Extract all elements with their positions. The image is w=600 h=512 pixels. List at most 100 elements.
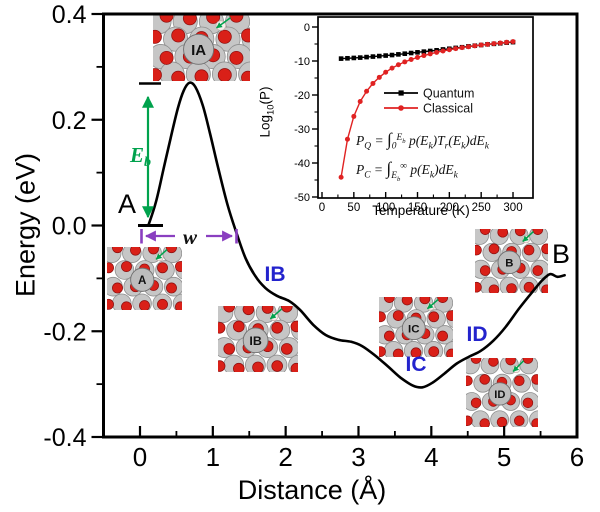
- oxygen-atom: [419, 297, 431, 305]
- oxygen-atom: [470, 358, 482, 364]
- energy-curve-layer: [147, 81, 566, 389]
- quantum-marker: [357, 55, 363, 60]
- classical-marker: [376, 74, 382, 80]
- oxygen-atom: [523, 281, 535, 293]
- inset-y-tick-label: -40: [294, 158, 310, 170]
- classical-marker: [383, 69, 389, 75]
- oxygen-atom: [428, 311, 440, 323]
- oxygen-atom: [532, 265, 544, 276]
- oxygen-atom: [159, 15, 174, 23]
- classical-marker: [478, 42, 484, 48]
- oxygen-atom: [479, 229, 491, 235]
- quantum-marker: [389, 52, 395, 58]
- silver-atom: [288, 354, 298, 372]
- tile-site-label: IA: [191, 42, 206, 59]
- oxygen-atom: [107, 298, 114, 310]
- oxygen-atom: [455, 295, 465, 305]
- oxygen-atom: [479, 418, 490, 427]
- labeled-site-atom: [401, 316, 426, 341]
- x-tick-label: 3: [351, 442, 365, 472]
- inset-x-axis-title: Temperature (K): [372, 203, 470, 218]
- labeled-site-atom: [488, 382, 512, 406]
- oxygen-atom: [479, 374, 490, 385]
- classical-marker: [415, 54, 421, 60]
- oxygen-atom: [271, 360, 283, 372]
- oxygen-atom: [383, 330, 395, 342]
- classical-marker: [497, 40, 503, 46]
- oxygen-atom: [496, 416, 508, 427]
- oxygen-atom: [153, 68, 162, 81]
- x-tick-label: 2: [278, 442, 292, 472]
- inset-y-tick-label: -50: [294, 192, 310, 204]
- y-tick-label: 0.2: [52, 107, 87, 135]
- oxygen-atom: [523, 244, 535, 256]
- x-tick-label: 1: [206, 442, 220, 472]
- oxygen-atom: [229, 50, 244, 65]
- classical-marker: [510, 39, 516, 45]
- oxygen-atom: [488, 284, 500, 293]
- silver-atom: [172, 293, 182, 310]
- oxygen-atom: [148, 247, 159, 255]
- oxygen-atom: [488, 243, 500, 255]
- oxygen-atom: [531, 374, 538, 385]
- structure-tile-IB: IB: [218, 306, 298, 372]
- classical-marker: [472, 43, 478, 49]
- diffusion-direction-arrow: [522, 231, 534, 243]
- oxygen-atom: [466, 415, 473, 427]
- structure-thumbnails-layer: IA A IB IC ID B: [107, 15, 548, 427]
- quantum-marker: [370, 54, 376, 59]
- classical-marker: [408, 56, 414, 62]
- oxygen-atom: [479, 265, 491, 276]
- oxygen-atom: [182, 15, 197, 26]
- site-label-ID: ID: [467, 323, 488, 346]
- oxygen-atom: [184, 282, 194, 292]
- structure-tile-ID: ID: [466, 358, 538, 427]
- site-label-A: A: [118, 189, 136, 219]
- oxygen-atom: [290, 320, 298, 333]
- diffusion-direction-arrow: [155, 248, 168, 260]
- classical-marker: [491, 41, 497, 47]
- oxygen-atom: [153, 29, 162, 44]
- classical-marker: [351, 113, 357, 119]
- inset-x-tick-label: 300: [503, 202, 522, 214]
- classical-marker: [395, 62, 401, 68]
- oxygen-atom: [217, 29, 232, 44]
- oxygen-atom: [223, 343, 235, 355]
- classical-marker: [459, 45, 465, 51]
- oxygen-atom: [159, 50, 174, 65]
- structure-tile-A: A: [107, 247, 194, 310]
- oxygen-atom: [392, 310, 404, 321]
- legend-square-marker: [398, 90, 404, 96]
- oxygen-atom: [157, 262, 168, 274]
- silver-atom: [379, 297, 394, 313]
- tile-site-label: IC: [408, 323, 419, 335]
- oxygen-atom: [514, 229, 526, 237]
- quantum-marker: [377, 53, 382, 59]
- y-tick-label: 0.4: [52, 1, 87, 29]
- oxygen-atom: [241, 70, 250, 81]
- oxygen-atom: [531, 418, 538, 427]
- oxygen-atom: [121, 261, 132, 272]
- oxygen-atom: [514, 415, 525, 427]
- oxygen-atom: [281, 343, 293, 355]
- inset-x-tick-label: 50: [347, 202, 360, 214]
- inset-plot-layer: 0 -10 -20 -30 -40 -50 0 50 100 150 200 250 300 Quantu…: [294, 16, 534, 214]
- classical-marker: [357, 98, 363, 104]
- classical-marker: [402, 59, 408, 65]
- inset-y-tick-label: 0: [304, 22, 310, 34]
- main-axes-layer: 0.4 0.2 0.0 -0.2 -0.4 0 1 2 3 4 5 6: [43, 1, 584, 472]
- oxygen-atom: [175, 261, 182, 272]
- quantum-marker: [402, 51, 408, 56]
- inset-x-tick-label: 100: [376, 202, 395, 214]
- oxygen-atom: [514, 375, 525, 387]
- oxygen-atom: [392, 348, 404, 357]
- oxygen-atom: [218, 321, 226, 334]
- site-label-IC: IC: [406, 353, 427, 376]
- oxygen-atom: [175, 301, 182, 310]
- inset-x-tick-label: 250: [472, 202, 491, 214]
- oxygen-atom: [242, 306, 255, 316]
- oxygen-atom: [218, 360, 226, 372]
- inset-y-tick-label: -30: [294, 124, 310, 136]
- classical-marker: [370, 80, 376, 86]
